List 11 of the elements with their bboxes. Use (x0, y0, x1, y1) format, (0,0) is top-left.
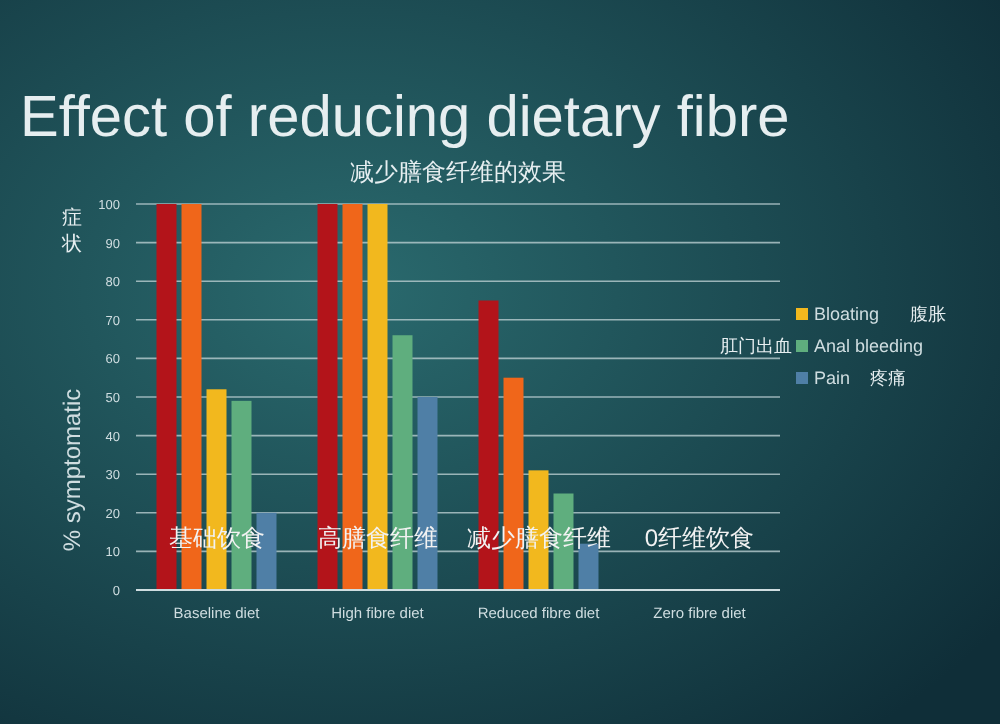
text: 腹胀 (910, 304, 946, 324)
legend-label: Pain (814, 368, 851, 388)
chart-subtitle: 减少膳食纤维的效果 (350, 158, 566, 186)
y-axis-title: % symptomatic (58, 388, 86, 552)
annotation: 0纤维饮食 (644, 523, 755, 552)
text: 疼痛 (870, 368, 906, 388)
annotation: 肛门出血 (720, 336, 792, 356)
text: 症状 (60, 206, 82, 256)
legend-label: Bloating (814, 304, 880, 324)
legend-label: Anal bleeding (814, 336, 924, 356)
chart-title: Effect of reducing dietary fibre (20, 86, 790, 150)
